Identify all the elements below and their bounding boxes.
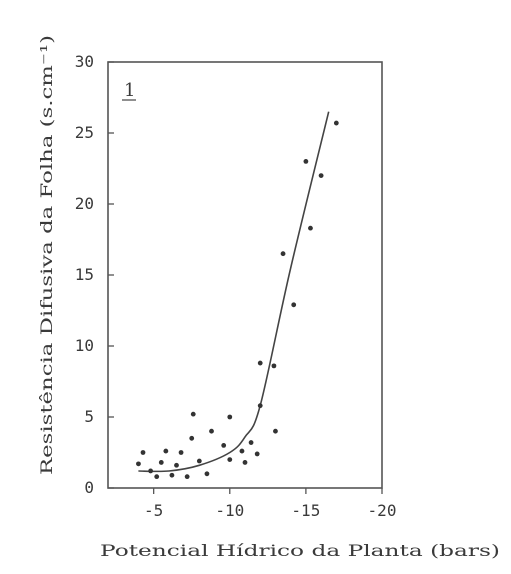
data-point: [174, 462, 179, 468]
data-point: [303, 159, 309, 164]
data-points: [136, 120, 339, 480]
y-tick-label: 5: [84, 407, 94, 426]
y-tick-label: 10: [75, 336, 94, 355]
y-tick-label: 30: [75, 52, 94, 71]
x-tick-label: -20: [368, 501, 397, 520]
data-point: [254, 451, 260, 457]
data-point: [178, 450, 184, 455]
data-point: [227, 414, 233, 420]
data-point: [248, 440, 254, 445]
y-axis-ticks: 0 5 10 15 20 25 30: [75, 52, 114, 497]
y-tick-label: 25: [75, 123, 94, 142]
plot-frame: [107, 61, 383, 489]
x-axis-title: Potencial Hídrico da Planta (bars): [100, 541, 500, 560]
data-point: [280, 251, 286, 257]
data-point: [239, 448, 245, 454]
data-point: [227, 457, 233, 462]
x-axis-ticks: -5 -10 -15 -20: [144, 488, 396, 520]
y-axis-title: Resistência Difusiva da Folha (s.cm⁻¹): [37, 35, 56, 475]
plot-frame-group: [107, 61, 383, 489]
data-point: [271, 363, 277, 369]
data-point: [136, 461, 141, 467]
data-point: [148, 468, 154, 474]
x-tick-label: -15: [291, 501, 320, 520]
panel-label: 1: [124, 80, 135, 101]
data-point: [242, 460, 248, 465]
data-point: [163, 448, 169, 454]
data-point: [196, 458, 202, 464]
fit-line: [138, 111, 330, 473]
data-point: [190, 411, 196, 417]
data-point: [209, 428, 214, 434]
data-point: [140, 450, 146, 455]
data-point: [221, 443, 227, 448]
data-point: [318, 173, 324, 179]
data-point: [189, 435, 195, 441]
data-point: [291, 302, 297, 308]
data-point: [333, 120, 339, 126]
data-point: [273, 428, 278, 434]
data-point: [257, 360, 263, 366]
data-point: [308, 225, 313, 231]
data-point: [158, 460, 164, 465]
data-point: [257, 403, 263, 409]
data-point: [204, 471, 210, 477]
y-tick-label: 15: [75, 265, 94, 284]
x-tick-label: -5: [144, 501, 163, 520]
x-tick-label: -10: [215, 501, 244, 520]
y-tick-label: 0: [84, 478, 94, 497]
data-point: [169, 472, 175, 478]
y-tick-label: 20: [75, 194, 94, 213]
data-point: [184, 474, 190, 480]
data-point: [154, 474, 160, 480]
fit-line-group: [138, 111, 330, 473]
